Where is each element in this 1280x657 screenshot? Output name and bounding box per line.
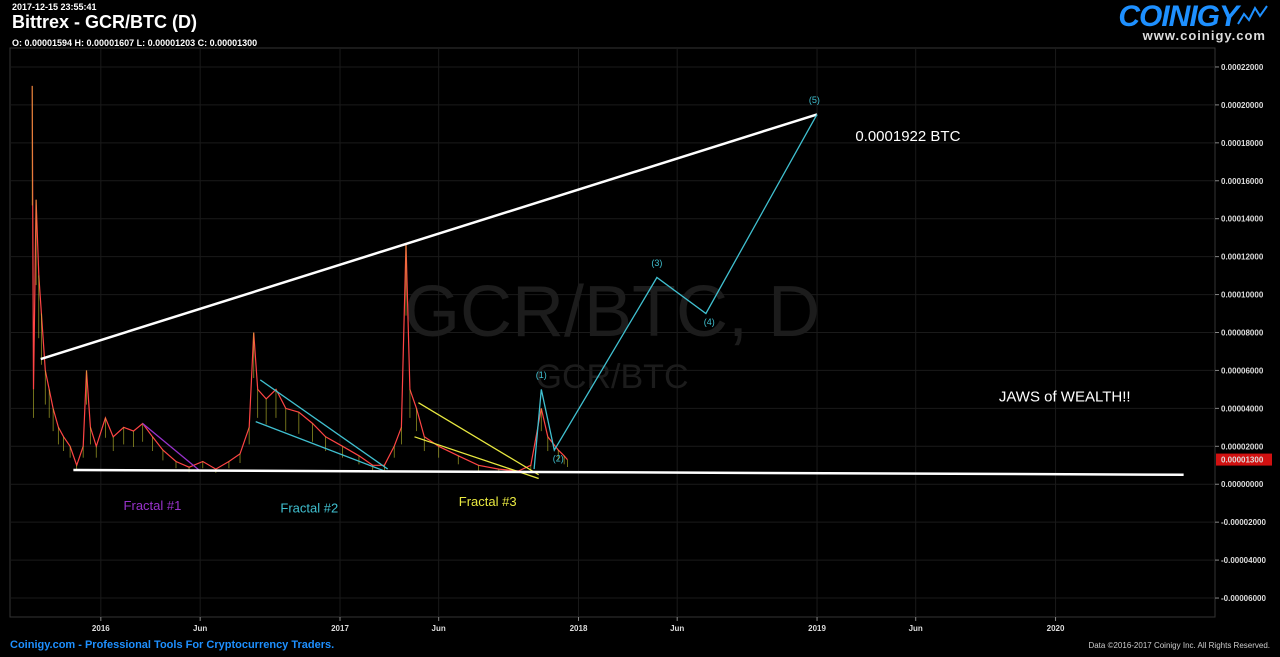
annotation-text: Fractal #1 xyxy=(124,498,182,513)
x-tick-label: 2018 xyxy=(570,624,588,633)
y-tick-label: 0.00020000 xyxy=(1221,101,1264,110)
logo-url: www.coinigy.com xyxy=(1142,28,1266,43)
wave-label: (4) xyxy=(704,317,715,327)
y-tick-label: 0.00014000 xyxy=(1221,215,1264,224)
last-price-tag xyxy=(1216,453,1272,466)
wave-label: (3) xyxy=(651,258,662,268)
annotation-text: JAWS of WEALTH!! xyxy=(999,389,1131,406)
annotation-text: Fractal #2 xyxy=(280,501,338,516)
elliott-wave-path xyxy=(533,114,818,470)
x-tick-label: 2016 xyxy=(92,624,110,633)
fractal-line xyxy=(255,421,385,472)
x-tick-label: 2017 xyxy=(331,624,349,633)
y-tick-label: 0.00004000 xyxy=(1221,404,1264,413)
y-tick-label: 0.00006000 xyxy=(1221,366,1264,375)
y-tick-label: 0.00002000 xyxy=(1221,442,1264,451)
wave-label: (1) xyxy=(536,370,547,380)
y-tick-label: -0.00002000 xyxy=(1221,518,1266,527)
chart-timestamp: 2017-12-15 23:55:41 xyxy=(12,2,97,12)
last-price-label: 0.00001300 xyxy=(1221,456,1264,465)
price-line xyxy=(31,85,568,472)
chart-grid xyxy=(9,47,1216,618)
trend-line xyxy=(73,468,1184,476)
x-tick-label: 2020 xyxy=(1047,624,1065,633)
logo-chart-icon xyxy=(1237,5,1268,25)
y-tick-label: 0.00010000 xyxy=(1221,291,1264,300)
coinigy-logo[interactable]: COINIGY www.coinigy.com xyxy=(1118,0,1270,44)
x-tick-label: Jun xyxy=(670,624,684,633)
y-axis: 0.00022000 0.00020000 0.00018000 0.00016000… xyxy=(1215,63,1272,603)
logo-brand: COINIGY xyxy=(1118,0,1239,33)
trend-line xyxy=(40,113,818,361)
drawing-overlays: (1) (2) (3) (4) (5) xyxy=(40,95,1184,480)
watermark-main: GCR/BTC, D xyxy=(404,272,820,352)
x-tick-label: 2019 xyxy=(808,624,826,633)
ohlc-readout: O: 0.00001594 H: 0.00001607 L: 0.0000120… xyxy=(12,38,258,48)
y-tick-label: 0.00018000 xyxy=(1221,139,1264,148)
y-tick-label: 0.00000000 xyxy=(1221,480,1264,489)
annotation-text: 0.0001922 BTC xyxy=(855,128,960,145)
x-tick-label: Jun xyxy=(432,624,446,633)
wave-label: (2) xyxy=(553,453,564,463)
annotations: Fractal #1 Fractal #2 Fractal #3 0.0001922 … xyxy=(124,128,1131,516)
y-tick-label: 0.00008000 xyxy=(1221,329,1264,338)
x-tick-label: Jun xyxy=(909,624,923,633)
chart-title: Bittrex - GCR/BTC (D) xyxy=(12,12,197,32)
y-tick-label: 0.00022000 xyxy=(1221,63,1264,72)
fractal-line xyxy=(259,379,389,470)
y-tick-label: 0.00012000 xyxy=(1221,253,1264,262)
annotation-text: Fractal #3 xyxy=(459,494,517,509)
y-tick-label: -0.00006000 xyxy=(1221,594,1266,603)
x-axis: 2016 Jun 2017 Jun 2018 Jun 2019 Jun 2020 xyxy=(92,617,1065,633)
footer-copyright: Data ©2016-2017 Coinigy Inc. All Rights … xyxy=(1088,641,1270,650)
fractal-line xyxy=(418,402,539,476)
wave-label: (5) xyxy=(809,95,820,105)
fractal-line xyxy=(142,423,201,472)
y-tick-label: -0.00004000 xyxy=(1221,556,1266,565)
x-tick-label: Jun xyxy=(193,624,207,633)
watermark-sub: GCR/BTC xyxy=(536,358,689,396)
y-tick-label: 0.00016000 xyxy=(1221,177,1264,186)
footer-tagline[interactable]: Coinigy.com - Professional Tools For Cry… xyxy=(10,639,335,651)
